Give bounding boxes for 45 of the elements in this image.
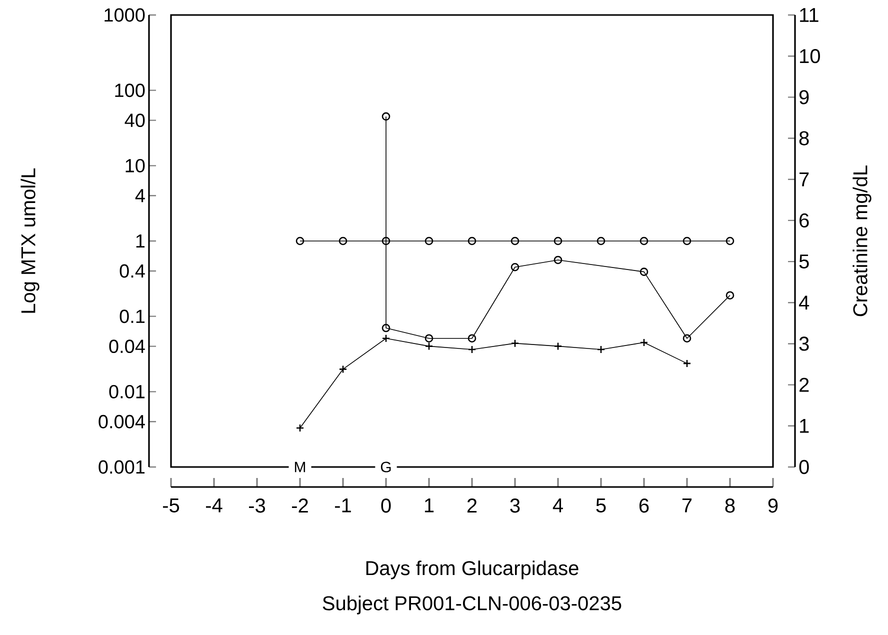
y2-tick-label: 9	[799, 90, 809, 104]
y2-tick-label: 3	[799, 336, 809, 351]
x-tick-label: 6	[639, 498, 649, 513]
y-tick-label: 1	[136, 234, 145, 248]
y2-tick-label: 4	[798, 296, 810, 310]
x-tick-label: -1	[335, 498, 351, 512]
x-tick-label: 4	[552, 498, 563, 512]
y2-tick-label: 0	[799, 460, 809, 474]
y2-tick-label: 6	[800, 213, 809, 228]
y2-axis-title: Creatinine mg/dL	[852, 166, 872, 316]
y2-tick-label: 10	[800, 49, 820, 64]
y-tick-label: 0.04	[109, 340, 145, 354]
y2-tick-label: 8	[799, 131, 809, 146]
text: Subject PR001-CLN-006-03-0235	[322, 596, 622, 614]
x-tick-label: 0	[381, 498, 391, 513]
x-tick-label: 8	[725, 498, 735, 513]
x-tick-label: -5	[163, 498, 180, 512]
y-tick-label: 0.01	[109, 384, 145, 398]
y-tick-label: 100	[115, 84, 145, 98]
x-tick-label: 9	[768, 498, 778, 513]
y-tick-label: 0.004	[98, 414, 145, 428]
y-tick-label: 0.4	[120, 264, 145, 278]
y2-tick-label: 2	[800, 378, 809, 392]
y-axis-title: Log MTX umol/L	[20, 168, 40, 313]
x-axis-title: Days from Glucarpidase	[366, 560, 578, 580]
y-tick-label: 10	[126, 158, 145, 172]
y-tick-label: 4	[135, 189, 145, 202]
x-tick-label: 5	[596, 498, 606, 512]
y-tick-label: 1000	[104, 8, 145, 22]
y-tick-label: 0.1	[120, 310, 145, 324]
annotation: M	[294, 462, 306, 472]
y-tick-label: 0.001	[98, 460, 145, 474]
x-tick-label: -3	[249, 498, 266, 513]
x-tick-label: 2	[467, 498, 477, 512]
y-tick-label: 40	[124, 114, 145, 128]
x-tick-label: 3	[510, 498, 520, 513]
y2-tick-label: 1	[800, 419, 809, 433]
x-tick-label: 7	[682, 498, 692, 512]
y2-tick-label: 11	[800, 8, 818, 22]
y2-tick-label: 7	[800, 172, 809, 186]
x-tick-label: 1	[424, 498, 434, 512]
annotation: G	[380, 462, 391, 472]
y2-tick-label: 5	[799, 254, 809, 269]
x-tick-label: -4	[206, 498, 222, 512]
x-tick-label: -2	[292, 498, 308, 512]
